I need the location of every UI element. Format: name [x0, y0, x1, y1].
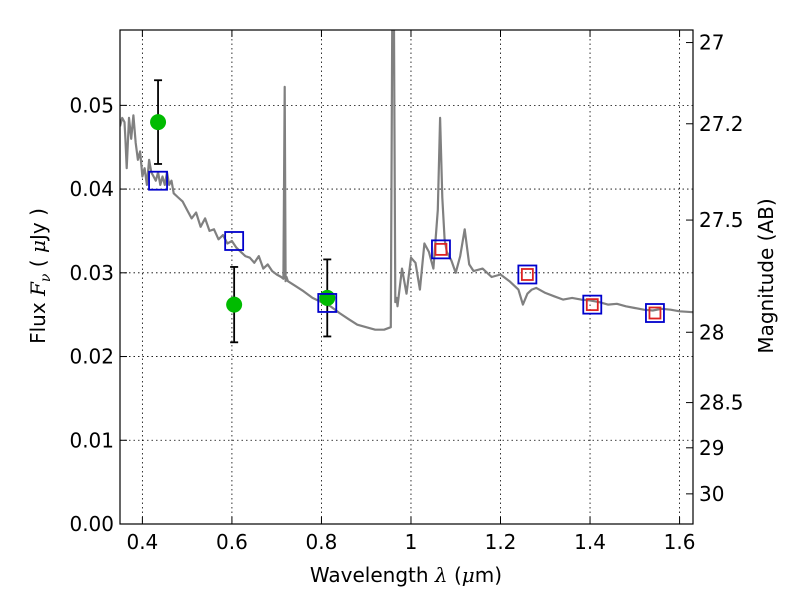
- x-tick-label: 0.6: [216, 530, 248, 554]
- y2-tick-label: 27.2: [699, 112, 744, 136]
- y-tick-label: 0.03: [69, 261, 114, 285]
- data-series: [120, 30, 693, 344]
- model-square: [517, 264, 538, 285]
- model-square: [431, 239, 451, 260]
- series-group: [120, 30, 693, 344]
- model-square: [148, 170, 168, 191]
- grid-lines: [120, 30, 693, 525]
- y2-tick-label: 30: [699, 482, 724, 506]
- model-square: [317, 293, 338, 313]
- model-square: [645, 303, 665, 323]
- ir-model-square: [585, 298, 599, 312]
- y-tick-label: 0.01: [69, 428, 114, 452]
- plot-frame: [119, 29, 694, 525]
- x-axis-title: Wavelength λ (μm): [310, 563, 502, 587]
- x-tick-label: 0.8: [306, 530, 338, 554]
- observed-point: [226, 296, 243, 313]
- y-tick-label: 0.04: [69, 177, 114, 201]
- y2-tick-label: 28.5: [699, 391, 744, 415]
- y-tick-label: 0.00: [69, 512, 114, 536]
- ir-model-square: [520, 268, 534, 281]
- y2-tick-label: 28: [699, 320, 724, 344]
- y2-axis-title: Magnitude (AB): [754, 198, 778, 353]
- x-tick-label: 1.2: [485, 530, 517, 554]
- y-tick-label: 0.05: [69, 93, 114, 117]
- ir-model-square: [648, 306, 662, 320]
- y-tick-label: 0.02: [69, 345, 114, 369]
- y2-tick-label: 29: [699, 436, 724, 460]
- ir-model-square: [434, 242, 448, 256]
- observed-point: [319, 289, 336, 306]
- x-tick-label: 1.6: [664, 530, 696, 554]
- y2-tick-label: 27: [699, 31, 724, 55]
- x-tick-label: 1.4: [574, 530, 606, 554]
- model-square: [582, 294, 603, 315]
- x-tick-label: 1: [405, 530, 418, 554]
- y-axis-title: Flux Fν ( μJy ): [26, 208, 54, 344]
- template-spectrum-line: [120, 30, 693, 331]
- x-tick-label: 0.4: [126, 530, 158, 554]
- y2-tick-label: 27.5: [699, 208, 744, 232]
- observed-point: [150, 114, 167, 131]
- axis-ticks: 0.4 0.6 0.8 1 1.2 1.4 1.6 0.00 0.01 0.02 0.03 0.04 0…: [69, 30, 744, 554]
- model-square: [224, 231, 245, 251]
